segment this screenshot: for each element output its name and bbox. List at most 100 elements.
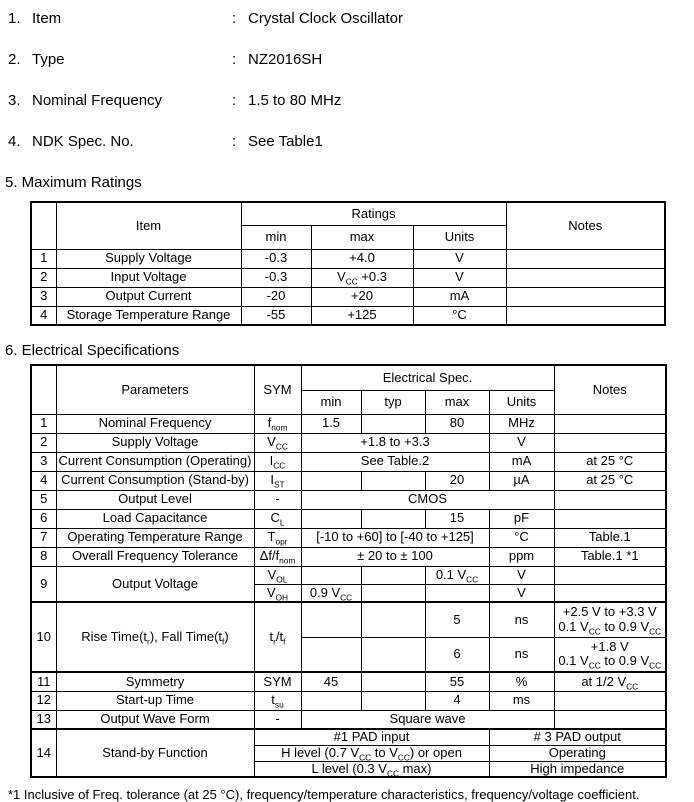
units-cell: MHz <box>488 413 555 434</box>
min-cell <box>300 565 362 585</box>
parameter-cell: Supply Voltage <box>55 432 255 453</box>
max-cell: +4.0 <box>310 248 414 269</box>
parameters-header-cell: Parameters <box>55 364 255 415</box>
sym-cell: Δf/fnom <box>253 546 302 567</box>
row-number-cell: 14 <box>30 728 57 778</box>
row-number-cell: 4 <box>30 305 57 326</box>
min-cell: 1.5 <box>300 413 362 434</box>
row-number-cell: 10 <box>30 601 57 673</box>
units-cell: V <box>488 432 555 453</box>
notes-header-cell: Notes <box>505 201 666 250</box>
max-cell: 20 <box>424 470 490 491</box>
notes-line: +1.8 V <box>590 638 629 654</box>
table-row: 6 Load Capacitance CL 15 pF <box>30 508 667 529</box>
notes-cell: +1.8 V 0.1 VCC to 0.9 VCC <box>553 636 667 673</box>
ratings-group-header-cell: Ratings <box>240 201 507 226</box>
notes-cell <box>553 489 667 510</box>
max-cell: 80 <box>424 413 490 434</box>
item-label: Nominal Frequency <box>32 92 163 109</box>
item-cell: Output Current <box>55 286 242 307</box>
notes-cell <box>505 267 666 288</box>
table-row: 2 Input Voltage -0.3 VCC +0.3 V <box>30 267 666 288</box>
standby-output-cell: Operating <box>488 744 667 762</box>
parameter-cell: Current Consumption (Operating) <box>55 451 255 472</box>
parameter-cell: Output Level <box>55 489 255 510</box>
units-cell: pF <box>488 508 555 529</box>
units-cell: ppm <box>488 546 555 567</box>
row-number-cell: 3 <box>30 286 57 307</box>
value-span-cell: See Table.2 <box>300 451 490 472</box>
sym-cell: VOH <box>253 583 302 603</box>
typ-cell <box>360 413 426 434</box>
max-header-cell: max <box>310 224 414 250</box>
table-row: 3 Current Consumption (Operating) ICC Se… <box>30 451 667 472</box>
min-cell <box>300 690 362 711</box>
notes-cell: at 1/2 VCC <box>553 671 667 692</box>
footnote: *1 Inclusive of Freq. tolerance (at 25 °… <box>8 787 640 802</box>
table-row: 7 Operating Temperature Range Topr [-10 … <box>30 527 667 548</box>
notes-cell <box>553 690 667 711</box>
sym-cell: CL <box>253 508 302 529</box>
row-number-cell: 2 <box>30 267 57 288</box>
row-number-cell: 2 <box>30 432 57 453</box>
sym-cell: SYM <box>253 671 302 692</box>
row-number-cell: 8 <box>30 546 57 567</box>
value-span-cell: +1.8 to +3.3 <box>300 432 490 453</box>
parameter-cell: Symmetry <box>55 671 255 692</box>
notes-cell <box>553 565 667 585</box>
units-cell: V <box>412 248 507 269</box>
value-span-cell: ± 20 to ± 100 <box>300 546 490 567</box>
standby-input-cell: #1 PAD input <box>253 728 490 746</box>
notes-cell: +2.5 V to +3.3 V 0.1 VCC to 0.9 VCC <box>553 601 667 638</box>
notes-cell <box>505 305 666 326</box>
table-subheader-row: min max Units <box>31 224 665 250</box>
units-cell: mA <box>412 286 507 307</box>
electrical-spec-table: Parameters SYM Electrical Spec. Notes mi… <box>30 364 667 778</box>
item-label: Type <box>32 51 65 68</box>
units-cell: °C <box>488 527 555 548</box>
list-item: 2. Type : NZ2016SH <box>8 51 694 69</box>
notes-cell <box>553 413 667 434</box>
max-cell: VCC +0.3 <box>310 267 414 288</box>
min-cell: -0.3 <box>240 267 312 288</box>
row-number-cell: 1 <box>30 248 57 269</box>
sym-cell: - <box>253 709 302 730</box>
parameter-cell: Current Consumption (Stand-by) <box>55 470 255 491</box>
electrical-specifications-heading: 6. Electrical Specifications <box>5 342 180 359</box>
notes-cell: at 25 °C <box>553 470 667 491</box>
units-cell: ms <box>488 690 555 711</box>
sym-cell: tsu <box>253 690 302 711</box>
typ-cell <box>360 601 426 638</box>
row-number-header-cell <box>30 201 57 250</box>
max-cell: 55 <box>424 671 490 692</box>
max-header-cell: max <box>424 389 490 415</box>
min-header-cell: min <box>300 389 362 415</box>
item-colon: : <box>232 92 237 109</box>
notes-cell: Table.1 *1 <box>553 546 667 567</box>
row-number-header-cell <box>30 364 57 415</box>
max-cell: +20 <box>310 286 414 307</box>
row-number-cell: 11 <box>30 671 57 692</box>
table-row: 3 Output Current -20 +20 mA <box>30 286 666 307</box>
min-cell: 0.9 VCC <box>300 583 362 603</box>
standby-output-cell: # 3 PAD output <box>488 728 667 746</box>
parameter-cell: Overall Frequency Tolerance <box>55 546 255 567</box>
min-cell: -20 <box>240 286 312 307</box>
max-cell: 5 <box>424 601 490 638</box>
sym-cell: ICC <box>253 451 302 472</box>
table-row: 4 Current Consumption (Stand-by) IST 20 … <box>30 470 667 491</box>
notes-cell <box>505 248 666 269</box>
value-span-cell: [-10 to +60] to [-40 to +125] <box>300 527 490 548</box>
notes-line: +2.5 V to +3.3 V <box>562 604 657 620</box>
units-cell: V <box>412 267 507 288</box>
row-number-cell: 6 <box>30 508 57 529</box>
max-ratings-table: Item Ratings Notes min max Units 1 Suppl… <box>30 201 666 326</box>
table-row: 2 Supply Voltage VCC +1.8 to +3.3 V <box>30 432 667 453</box>
units-cell: mA <box>488 451 555 472</box>
row-number-cell: 13 <box>30 709 57 730</box>
notes-header-cell: Notes <box>553 364 667 415</box>
sym-cell: - <box>253 489 302 510</box>
item-number: 2. <box>8 51 21 68</box>
sym-cell: VCC <box>253 432 302 453</box>
table-row: 11 Symmetry SYM 45 55 % at 1/2 VCC <box>30 671 667 692</box>
